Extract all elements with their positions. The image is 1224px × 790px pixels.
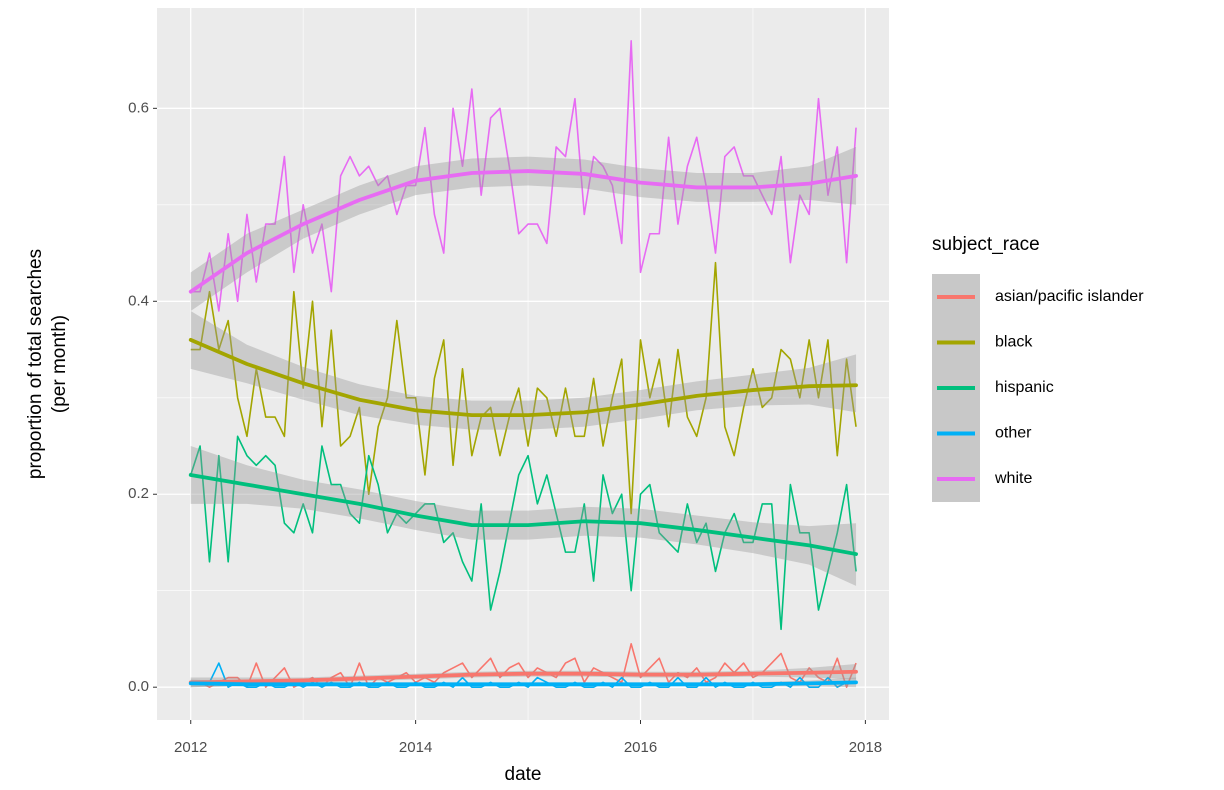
- y-axis-title: proportion of total searches: [25, 249, 46, 479]
- axes: 0.0 0.2 0.4 0.6 2012 2014 2016 2018: [128, 99, 882, 756]
- legend: asian/pacific islander black hispanic other…: [932, 274, 1144, 502]
- smooth-line: [188, 669, 858, 685]
- legend-label: white: [994, 470, 1032, 487]
- data-line: [189, 435, 857, 631]
- y-tick-label: 0.6: [128, 99, 149, 116]
- x-tick-label: 2012: [174, 739, 207, 756]
- x-tick-label: 2018: [849, 739, 882, 756]
- y-tick-label: 0.2: [128, 485, 149, 502]
- plot-area: [188, 40, 858, 688]
- y-axis-title: (per month): [49, 315, 70, 413]
- legend-label: hispanic: [995, 379, 1054, 396]
- smooth-line: [188, 337, 858, 418]
- smooth-line: [188, 680, 858, 687]
- smooth-line: [188, 473, 858, 556]
- smooth-line: [188, 169, 858, 294]
- legend-label: other: [995, 425, 1032, 442]
- data-line: [190, 261, 857, 515]
- legend-label: black: [995, 334, 1033, 351]
- y-tick-label: 0.4: [128, 292, 149, 309]
- x-axis-title: date: [505, 764, 542, 785]
- y-tick-label: 0.0: [128, 678, 149, 695]
- confidence-band: [190, 446, 857, 586]
- legend-title: subject_race: [932, 234, 1040, 255]
- panel-background: [157, 8, 889, 720]
- x-tick-label: 2016: [624, 739, 657, 756]
- legend-label: asian/pacific islander: [995, 288, 1144, 305]
- data-line: [190, 40, 857, 312]
- x-tick-label: 2014: [399, 739, 432, 756]
